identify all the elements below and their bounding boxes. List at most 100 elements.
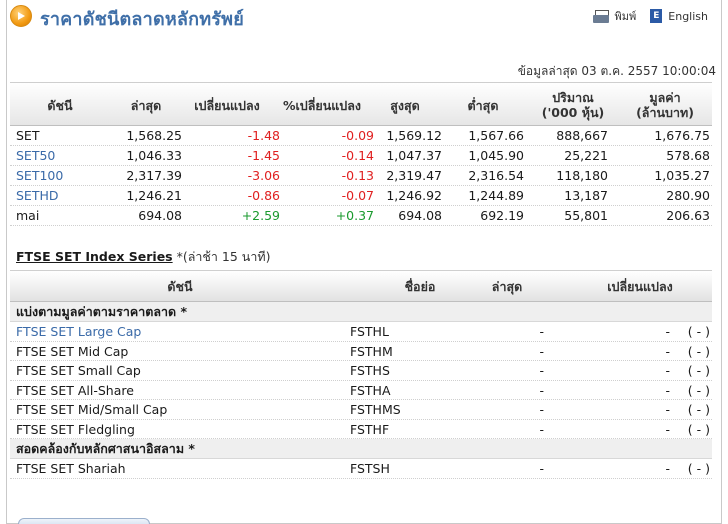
english-link[interactable]: E English bbox=[650, 9, 708, 23]
col-ftse-index: ดัชนี bbox=[167, 279, 193, 294]
index-change: -3.06 bbox=[247, 168, 280, 183]
index-last: 1,246.21 bbox=[126, 188, 182, 203]
index-name-link[interactable]: SET100 bbox=[16, 168, 64, 183]
index-row-set: SET 1,568.25 -1.48 -0.09 1,569.12 1,567.… bbox=[10, 126, 712, 146]
index-pct-change: -0.09 bbox=[341, 128, 374, 143]
ftse-pct: ( - ) bbox=[687, 402, 710, 417]
index-table: ดัชนี ล่าสุด เปลี่ยนแปลง %เปลี่ยนแปลง สู… bbox=[10, 82, 712, 226]
ftse-pct: ( - ) bbox=[687, 421, 710, 437]
ftse-change: - bbox=[665, 324, 670, 339]
ftse-row: FTSE SET Fledgling FSTHF - - ( - ) bbox=[10, 420, 712, 439]
col-last: ล่าสุด bbox=[130, 97, 162, 113]
ftse-row: FTSE SET Small Cap FSTHS - - ( - ) bbox=[10, 361, 712, 381]
ftse-change: - bbox=[665, 382, 670, 398]
ftse-change: - bbox=[665, 343, 670, 359]
col-high: สูงสุด bbox=[390, 97, 420, 113]
col-pct-change: %เปลี่ยนแปลง bbox=[282, 97, 361, 113]
index-pct-change: +0.37 bbox=[335, 208, 374, 223]
print-label: พิมพ์ bbox=[614, 10, 637, 23]
ftse-row: FTSE SET Large Cap FSTHL - - ( - ) bbox=[10, 322, 712, 342]
page-header: ราคาดัชนีตลาดหลักทรัพย์ พิมพ์ E English bbox=[8, 2, 708, 32]
ftse-row: FTSE SET Shariah FSTSH - - ( - ) bbox=[10, 459, 712, 479]
index-volume: 13,187 bbox=[564, 188, 608, 203]
ftse-pct: ( - ) bbox=[687, 461, 710, 476]
english-doc-icon: E bbox=[650, 9, 663, 23]
ftse-name-link[interactable]: FTSE SET Large Cap bbox=[16, 324, 142, 339]
index-name: SET bbox=[16, 128, 40, 143]
col-low: ต่ำสุด bbox=[467, 97, 499, 113]
ftse-row: FTSE SET Mid/Small Cap FSTHMS - - ( - ) bbox=[10, 400, 712, 420]
ftse-pct: ( - ) bbox=[687, 343, 710, 359]
print-link[interactable]: พิมพ์ bbox=[592, 7, 637, 25]
ftse-name: FTSE SET Shariah bbox=[16, 461, 126, 476]
index-pct-change: -0.14 bbox=[341, 148, 374, 163]
ftse-last: - bbox=[539, 421, 544, 437]
col-volume-unit: ('000 หุ้น) bbox=[541, 105, 605, 120]
ftse-row: FTSE SET Mid Cap FSTHM - - ( - ) bbox=[10, 342, 712, 361]
index-change: -1.48 bbox=[247, 128, 280, 143]
index-change: -0.86 bbox=[247, 188, 280, 203]
index-high: 1,569.12 bbox=[386, 128, 442, 143]
ftse-last: - bbox=[539, 461, 544, 476]
index-low: 1,244.89 bbox=[468, 188, 524, 203]
col-ftse-last: ล่าสุด bbox=[491, 279, 523, 294]
ftse-last: - bbox=[539, 363, 544, 378]
bottom-button[interactable] bbox=[18, 518, 150, 524]
index-last: 2,317.39 bbox=[126, 168, 182, 183]
index-pct-change: -0.07 bbox=[341, 188, 374, 203]
last-update-timestamp: ข้อมูลล่าสุด 03 ต.ค. 2557 10:00:04 bbox=[517, 64, 716, 78]
ftse-last: - bbox=[539, 343, 544, 359]
ftse-symbol: FSTSH bbox=[350, 461, 390, 476]
ftse-symbol: FSTHM bbox=[350, 343, 393, 359]
ftse-last: - bbox=[539, 402, 544, 417]
ftse-table-header: ดัชนี ชื่อย่อ ล่าสุด เปลี่ยนแปลง bbox=[10, 270, 712, 302]
ftse-symbol: FSTHA bbox=[350, 382, 391, 398]
ftse-symbol: FSTHF bbox=[350, 421, 390, 437]
ftse-name: FTSE SET All-Share bbox=[16, 382, 134, 398]
ftse-last: - bbox=[539, 324, 544, 339]
index-low: 2,316.54 bbox=[468, 168, 524, 183]
index-volume: 118,180 bbox=[556, 168, 608, 183]
index-last: 694.08 bbox=[138, 208, 182, 223]
ftse-delay-note: *(ล่าช้า 15 นาที) bbox=[176, 249, 271, 264]
index-row-set100: SET100 2,317.39 -3.06 -0.13 2,319.47 2,3… bbox=[10, 166, 712, 186]
ftse-change: - bbox=[665, 461, 670, 476]
ftse-symbol: FSTHS bbox=[350, 363, 390, 378]
col-value: มูลค่า (ล้านบาท) bbox=[618, 83, 712, 127]
index-name-link[interactable]: SET50 bbox=[16, 148, 56, 163]
index-high: 2,319.47 bbox=[386, 168, 442, 183]
index-name: mai bbox=[16, 208, 40, 223]
col-index: ดัชนี bbox=[47, 97, 73, 113]
index-name-link[interactable]: SETHD bbox=[16, 188, 59, 203]
index-last: 1,046.33 bbox=[126, 148, 182, 163]
header-links: พิมพ์ E English bbox=[592, 7, 708, 25]
col-volume: ปริมาณ ('000 หุ้น) bbox=[528, 83, 618, 127]
index-volume: 888,667 bbox=[556, 128, 608, 143]
ftse-name: FTSE SET Mid Cap bbox=[16, 343, 129, 359]
ftse-title-link[interactable]: FTSE SET Index Series bbox=[16, 249, 173, 264]
ftse-group-shariah: สอดคล้องกับหลักศาสนาอิสลาม * bbox=[10, 439, 712, 459]
ftse-pct: ( - ) bbox=[687, 382, 710, 398]
ftse-row: FTSE SET All-Share FSTHA - - ( - ) bbox=[10, 381, 712, 400]
index-low: 1,567.66 bbox=[468, 128, 524, 143]
index-high: 1,246.92 bbox=[386, 188, 442, 203]
ftse-last: - bbox=[539, 382, 544, 398]
col-volume-label: ปริมาณ bbox=[552, 90, 594, 105]
index-value: 1,676.75 bbox=[654, 128, 710, 143]
col-value-unit: (ล้านบาท) bbox=[636, 105, 694, 120]
index-change: -1.45 bbox=[247, 148, 280, 163]
index-high: 1,047.37 bbox=[386, 148, 442, 163]
ftse-change: - bbox=[665, 363, 670, 378]
ftse-name: FTSE SET Fledgling bbox=[16, 421, 135, 437]
index-change: +2.59 bbox=[241, 208, 280, 223]
ftse-pct: ( - ) bbox=[687, 324, 710, 339]
ftse-table: ดัชนี ชื่อย่อ ล่าสุด เปลี่ยนแปลง แบ่งตาม… bbox=[10, 270, 712, 479]
index-value: 578.68 bbox=[666, 148, 710, 163]
ftse-section-title: FTSE SET Index Series *(ล่าช้า 15 นาที) bbox=[16, 247, 270, 267]
index-row-mai: mai 694.08 +2.59 +0.37 694.08 692.19 55,… bbox=[10, 206, 712, 226]
index-pct-change: -0.13 bbox=[341, 168, 374, 183]
col-ftse-symbol: ชื่อย่อ bbox=[404, 279, 436, 294]
ftse-pct: ( - ) bbox=[687, 363, 710, 378]
ftse-name: FTSE SET Small Cap bbox=[16, 363, 141, 378]
ftse-change: - bbox=[665, 421, 670, 437]
